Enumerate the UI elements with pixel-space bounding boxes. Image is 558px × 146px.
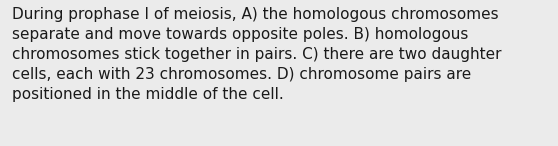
Text: During prophase I of meiosis, A) the homologous chromosomes
separate and move to: During prophase I of meiosis, A) the hom… — [12, 7, 502, 102]
